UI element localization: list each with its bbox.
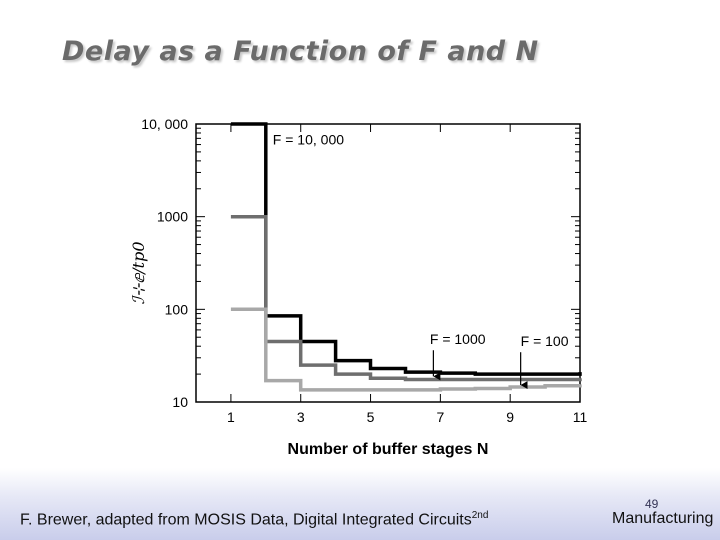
slide-title: Delay as a Function of F and N <box>62 36 539 67</box>
annotation-label: F = 1000 <box>430 331 486 347</box>
page-number: 49 <box>645 497 659 511</box>
footer-credit: F. Brewer, adapted from MOSIS Data, Digi… <box>20 510 488 529</box>
y-tick-label: 10 <box>172 394 188 410</box>
x-tick-label: 5 <box>367 409 375 425</box>
annotation-label: F = 100 <box>521 333 569 349</box>
y-axis-label: ℐ⊹ⅇ/𝑡𝑝0 <box>129 241 148 304</box>
footer-right-text: Manufacturing <box>612 510 714 527</box>
y-tick-label: 100 <box>165 301 189 317</box>
footer-credit-text: F. Brewer, adapted from MOSIS Data, Digi… <box>20 511 472 529</box>
y-tick-label: 1000 <box>157 209 188 225</box>
footer-band <box>0 468 720 540</box>
series-line-3 <box>230 307 582 392</box>
y-tick-label: 10, 000 <box>141 116 188 132</box>
plot-area <box>195 123 581 403</box>
series-line-2 <box>230 214 582 382</box>
annotation-label: F = 10, 000 <box>273 132 344 148</box>
x-tick-label: 9 <box>506 409 514 425</box>
x-tick-label: 7 <box>436 409 444 425</box>
x-tick-label: 11 <box>573 409 588 425</box>
x-tick-label: 1 <box>227 409 235 425</box>
x-axis-label: Number of buffer stages N <box>288 441 489 458</box>
footer-credit-edition: 2nd <box>471 510 489 521</box>
x-tick-label: 3 <box>297 409 305 425</box>
series-line-1 <box>230 122 582 376</box>
